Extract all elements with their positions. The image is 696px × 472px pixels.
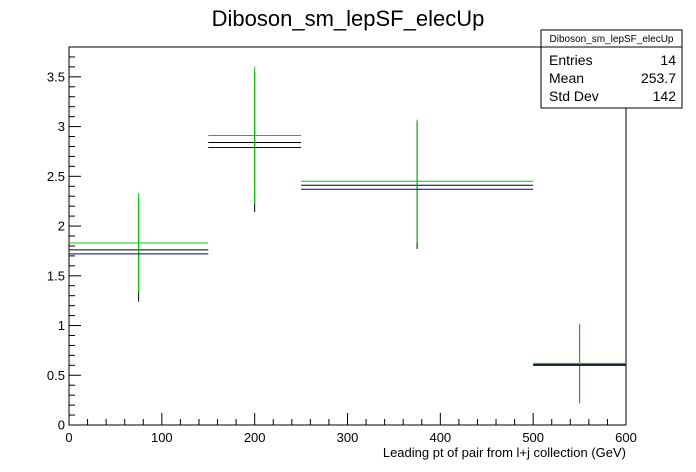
stats-box-frame [540,29,683,109]
x-axis-title: Leading pt of pair from l+j collection (… [383,445,626,460]
y-tick-label: 2 [58,219,65,234]
stats-box: Diboson_sm_lepSF_elecUp Entries 14 Mean … [540,29,683,109]
stats-mean-value: 253.7 [641,70,676,86]
stats-entries-label: Entries [549,52,593,68]
stats-stddev-value: 142 [653,88,677,104]
x-tick-label: 500 [522,430,544,445]
y-tick-label: 3 [58,119,65,134]
y-axis: 0 0.5 1 1.5 2 2.5 3 3.5 [47,46,81,433]
stats-stddev-label: Std Dev [549,88,599,104]
x-tick-label: 100 [151,430,173,445]
x-tick-label: 0 [65,430,72,445]
x-tick-label: 400 [429,430,451,445]
x-tick-label: 600 [615,430,637,445]
y-tick-label: 1.5 [47,268,65,283]
x-axis: 0 100 200 300 400 500 600 [65,413,637,445]
stats-box-title: Diboson_sm_lepSF_elecUp [550,34,674,45]
y-tick-label: 0.5 [47,368,65,383]
x-tick-label: 300 [337,430,359,445]
histogram-marks [69,66,626,404]
y-tick-label: 2.5 [47,169,65,184]
chart-title: Diboson_sm_lepSF_elecUp [212,6,485,31]
y-tick-label: 3.5 [47,69,65,84]
y-tick-label: 0 [58,418,65,433]
y-tick-label: 1 [58,318,65,333]
x-tick-label: 200 [244,430,266,445]
stats-mean-label: Mean [549,70,584,86]
stats-entries-value: 14 [660,52,676,68]
